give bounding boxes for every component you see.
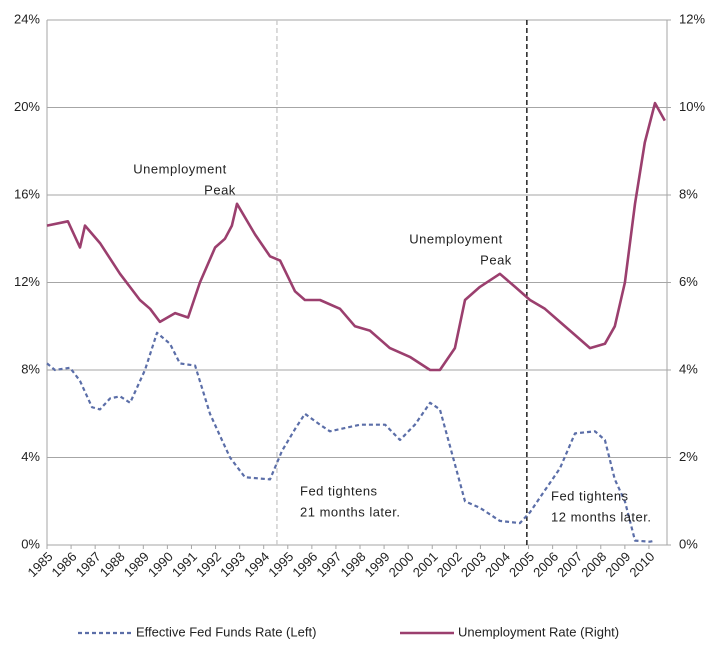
y2-tick-label: 8%: [679, 186, 698, 201]
x-tick-label: 2007: [554, 549, 585, 580]
annotation: Unemployment: [409, 231, 502, 246]
x-tick-label: 2005: [506, 549, 537, 580]
annotation: 21 months later.: [300, 504, 401, 519]
x-tick-label: 1987: [73, 549, 104, 580]
annotation: Unemployment: [133, 161, 226, 176]
y-tick-label: 24%: [14, 11, 40, 26]
x-tick-label: 2003: [458, 549, 489, 580]
x-tick-label: 2000: [386, 549, 417, 580]
annotation: Peak: [204, 182, 236, 197]
annotation: Fed tightens: [300, 483, 378, 498]
y-tick-label: 8%: [21, 361, 40, 376]
y2-tick-label: 0%: [679, 536, 698, 551]
x-tick-label: 2004: [482, 549, 513, 580]
y2-tick-label: 4%: [679, 361, 698, 376]
legend-label: Effective Fed Funds Rate (Left): [136, 624, 316, 639]
y-tick-label: 12%: [14, 274, 40, 289]
y2-tick-label: 12%: [679, 11, 705, 26]
legend-label: Unemployment Rate (Right): [458, 624, 619, 639]
annotation: Fed tightens: [551, 488, 629, 503]
series-line: [46, 101, 666, 372]
x-tick-label: 1999: [362, 549, 393, 580]
x-tick-label: 1993: [217, 549, 248, 580]
y2-tick-label: 2%: [679, 449, 698, 464]
x-tick-label: 1986: [49, 549, 80, 580]
x-tick-label: 1992: [193, 549, 224, 580]
x-tick-label: 2006: [530, 549, 561, 580]
x-tick-label: 1996: [289, 549, 320, 580]
x-tick-label: 1997: [313, 549, 344, 580]
annotation: Peak: [480, 252, 512, 267]
y2-tick-label: 10%: [679, 99, 705, 114]
x-tick-label: 1988: [97, 549, 128, 580]
y-tick-label: 20%: [14, 99, 40, 114]
x-tick-label: 1989: [121, 549, 152, 580]
x-tick-label: 1991: [169, 549, 200, 580]
x-tick-label: 1990: [145, 549, 176, 580]
y-tick-label: 16%: [14, 186, 40, 201]
series-line: [46, 331, 656, 543]
y2-tick-label: 6%: [679, 274, 698, 289]
x-tick-label: 2002: [434, 549, 465, 580]
x-tick-label: 2001: [410, 549, 441, 580]
annotation: 12 months later.: [551, 509, 652, 524]
x-tick-label: 1995: [265, 549, 296, 580]
y-tick-label: 4%: [21, 449, 40, 464]
x-tick-label: 2010: [626, 549, 657, 580]
x-tick-label: 2009: [602, 549, 633, 580]
x-tick-label: 2008: [578, 549, 609, 580]
x-tick-label: 1998: [338, 549, 369, 580]
y-tick-label: 0%: [21, 536, 40, 551]
x-tick-label: 1994: [241, 549, 272, 580]
x-tick-label: 1985: [24, 549, 55, 580]
